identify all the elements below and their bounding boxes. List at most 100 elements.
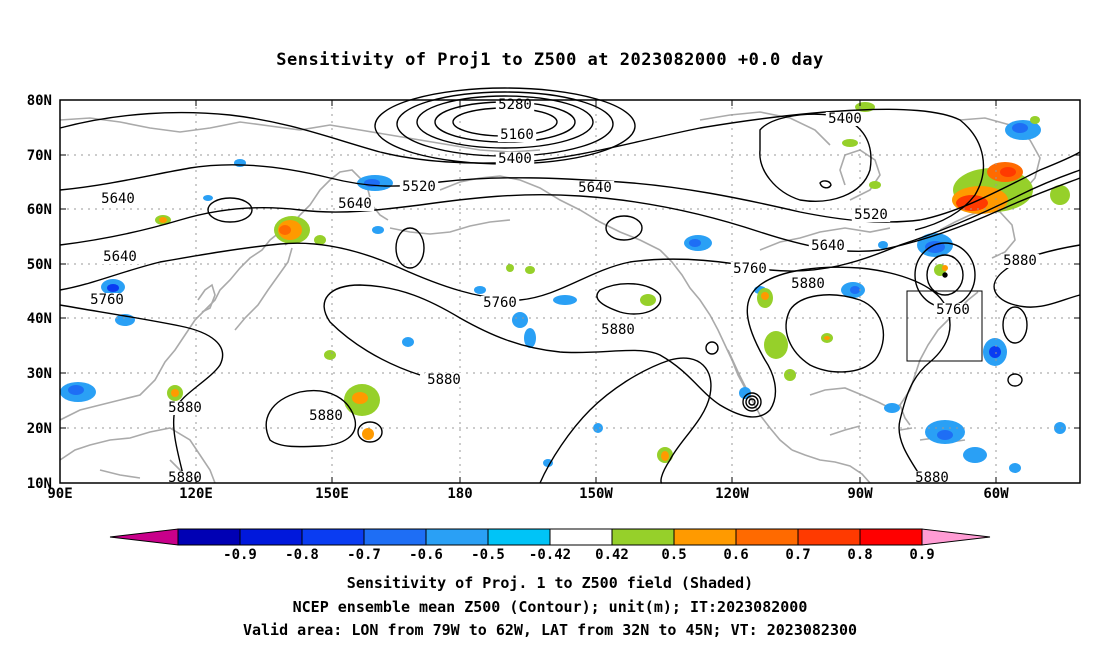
contour-label-bg [825,112,865,126]
contour-label-bg [1000,254,1040,268]
contour-label-bg [98,192,138,206]
contour-label-bg [306,409,346,423]
contour-label: 5880 [1003,253,1037,269]
lon-label: 90W [847,486,873,502]
colorbar-label: -0.8 [285,547,319,563]
lon-label: 60W [983,486,1009,502]
lon-label: 120W [715,486,749,502]
colorbar-segment [301,528,365,546]
contour-label: 5880 [791,276,825,292]
plot-frame [59,99,1081,484]
colorbar-segment [611,528,675,546]
contour-label: 5880 [601,322,635,338]
contour-label-bg [933,303,973,317]
contour-label: 5760 [90,292,124,308]
contour-labels: 5280 5160 5400 5400 5520 5640 5520 5640 5640 5640… [87,97,1040,486]
contour-label-bg [335,197,375,211]
lat-label: 40N [27,311,52,327]
contour-label: 5280 [498,97,532,113]
lat-label: 30N [27,366,52,382]
colorbar-segment [549,528,613,546]
lat-label: 50N [27,257,52,273]
lat-label: 20N [27,421,52,437]
colorbar-label: 0.5 [661,547,686,563]
contour-label-bg [480,296,520,310]
colorbar-segment [735,528,799,546]
colorbar-segment [673,528,737,546]
colorbar [109,528,991,546]
colorbar-label: -0.5 [471,547,505,563]
contour-label-bg [87,293,127,307]
contour-label-bg [497,128,537,142]
colorbar-segment [797,528,861,546]
map-title: Sensitivity of Proj1 to Z500 at 20230820… [276,50,824,70]
lat-label: 60N [27,202,52,218]
colorbar-segment [487,528,551,546]
colorbar-segment [177,528,241,546]
colorbar-label: 0.42 [595,547,629,563]
contour-label: 5880 [168,400,202,416]
contour-label: 5880 [915,470,949,486]
contour-label-bg [851,208,891,222]
colorbar-segment [425,528,489,546]
contour-label: 5880 [427,372,461,388]
contour-label: 5640 [338,196,372,212]
colorbar-low-arrow [109,528,179,546]
contour-label-bg [495,152,535,166]
contour-label-bg [808,239,848,253]
contour-label-bg [165,471,205,485]
colorbar-labels: -0.9 -0.8 -0.7 -0.6 -0.5 -0.42 0.42 0.5 0.6 0.7 0.… [223,547,935,563]
lon-labels: 90E 120E 150E 180 150W 120W 90W 60W [47,486,1009,502]
contour-label: 5640 [578,180,612,196]
contour-label-bg [399,180,439,194]
colorbar-label: 0.7 [785,547,810,563]
contour-label: 5640 [103,249,137,265]
colorbar-label: -0.6 [409,547,443,563]
colorbar-label: -0.42 [529,547,571,563]
contour-label: 5520 [854,207,888,223]
colorbar-label: 0.6 [723,547,748,563]
colorbar-label: 0.9 [909,547,934,563]
contour-label: 5400 [498,151,532,167]
lon-label: 150E [315,486,349,502]
contour-label: 5760 [483,295,517,311]
contour-label-bg [100,250,140,264]
caption-line-1: Sensitivity of Proj. 1 to Z500 field (Sh… [346,574,754,592]
contour-label: 5160 [500,127,534,143]
lon-label: 120E [179,486,213,502]
lon-label: 150W [579,486,613,502]
contour-label-bg [598,323,638,337]
contour-label-bg [575,181,615,195]
lat-label: 80N [27,93,52,109]
contour-label-bg [788,277,828,291]
contour-label: 5760 [936,302,970,318]
contour-label-bg [730,262,770,276]
contour-label: 5880 [168,470,202,486]
colorbar-segment [239,528,303,546]
caption-line-3: Valid area: LON from 79W to 62W, LAT fro… [242,621,858,639]
lon-label: 90E [47,486,72,502]
contour-label-bg [424,373,464,387]
colorbar-high-arrow [921,528,991,546]
colorbar-label: -0.9 [223,547,257,563]
contour-label: 5520 [402,179,436,195]
caption-line-2: NCEP ensemble mean Z500 (Contour); unit(… [292,598,808,616]
colorbar-label: 0.8 [847,547,872,563]
colorbar-segment [859,528,923,546]
colorbar-segment [363,528,427,546]
contour-label-bg [495,98,535,112]
contour-label: 5760 [733,261,767,277]
valid-area-box [906,290,983,362]
lat-label: 10N [27,476,52,492]
lat-labels: 80N 70N 60N 50N 40N 30N 20N 10N [27,93,52,492]
contour-label: 5640 [101,191,135,207]
contour-label: 5880 [309,408,343,424]
lat-label: 70N [27,148,52,164]
lon-label: 180 [447,486,472,502]
contour-label: 5400 [828,111,862,127]
contour-label-bg [165,401,205,415]
contour-label: 5640 [811,238,845,254]
colorbar-label: -0.7 [347,547,381,563]
contour-label-bg [912,471,952,485]
